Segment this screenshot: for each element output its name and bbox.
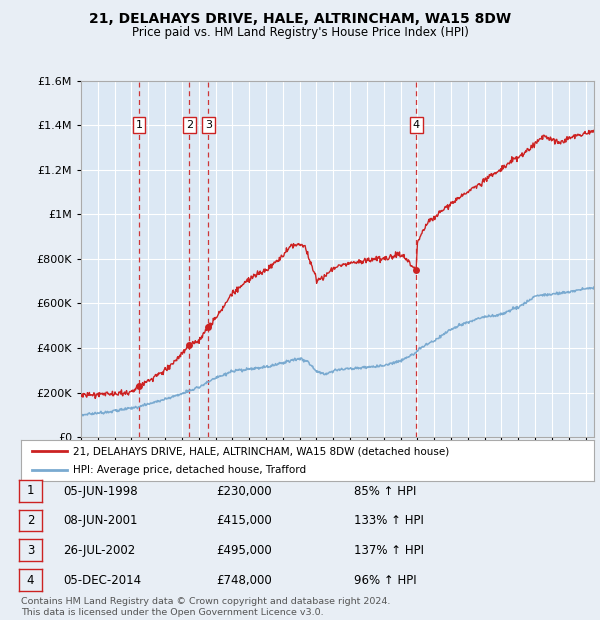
Text: 96% ↑ HPI: 96% ↑ HPI [354, 574, 416, 587]
Text: 08-JUN-2001: 08-JUN-2001 [63, 515, 137, 527]
Text: 05-JUN-1998: 05-JUN-1998 [63, 485, 137, 497]
Text: HPI: Average price, detached house, Trafford: HPI: Average price, detached house, Traf… [73, 466, 305, 476]
Text: 3: 3 [205, 120, 212, 130]
Text: 26-JUL-2002: 26-JUL-2002 [63, 544, 135, 557]
Text: 21, DELAHAYS DRIVE, HALE, ALTRINCHAM, WA15 8DW: 21, DELAHAYS DRIVE, HALE, ALTRINCHAM, WA… [89, 12, 511, 27]
Text: £415,000: £415,000 [216, 515, 272, 527]
Text: 2: 2 [186, 120, 193, 130]
Text: 4: 4 [27, 574, 34, 587]
Text: £748,000: £748,000 [216, 574, 272, 587]
Text: £230,000: £230,000 [216, 485, 272, 497]
Text: 3: 3 [27, 544, 34, 557]
Text: Price paid vs. HM Land Registry's House Price Index (HPI): Price paid vs. HM Land Registry's House … [131, 26, 469, 39]
Text: 05-DEC-2014: 05-DEC-2014 [63, 574, 141, 587]
Text: 133% ↑ HPI: 133% ↑ HPI [354, 515, 424, 527]
Text: 4: 4 [413, 120, 420, 130]
Text: 2: 2 [27, 514, 34, 527]
Text: 85% ↑ HPI: 85% ↑ HPI [354, 485, 416, 497]
Text: 1: 1 [27, 484, 34, 497]
Text: £495,000: £495,000 [216, 544, 272, 557]
Text: 1: 1 [136, 120, 142, 130]
Text: 21, DELAHAYS DRIVE, HALE, ALTRINCHAM, WA15 8DW (detached house): 21, DELAHAYS DRIVE, HALE, ALTRINCHAM, WA… [73, 446, 449, 456]
Text: 137% ↑ HPI: 137% ↑ HPI [354, 544, 424, 557]
Text: Contains HM Land Registry data © Crown copyright and database right 2024.
This d: Contains HM Land Registry data © Crown c… [21, 598, 391, 617]
